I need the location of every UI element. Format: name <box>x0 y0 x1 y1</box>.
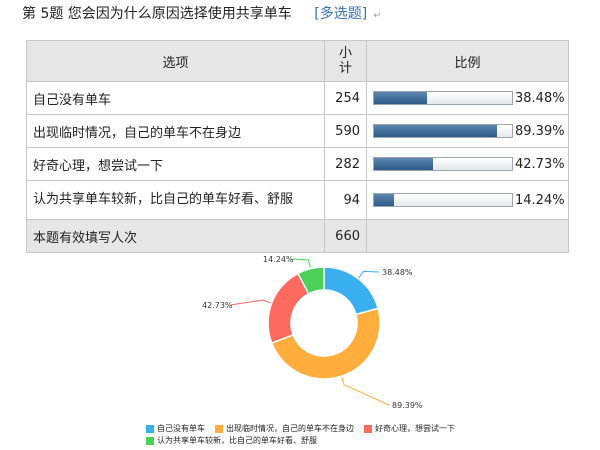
table-row: 出现临时情况，自己的单车不在身边 590 89.39% <box>26 114 569 148</box>
pie-leader-line <box>341 377 390 406</box>
question-text: 第 5题 您会因为什么原因选择使用共享单车 <box>22 6 292 22</box>
ratio-bar <box>373 91 513 105</box>
chart-legend: 自己没有单车 出现临时情况，自己的单车不在身边 好奇心理，想尝试一下认为共享单车较新… <box>146 424 506 448</box>
legend-label: 好奇心理，想尝试一下 <box>375 424 455 433</box>
option-count: 590 <box>324 114 367 148</box>
table-header-row: 选项 小计 比例 <box>26 40 569 82</box>
option-ratio: 38.48% <box>366 81 569 115</box>
table-row: 自己没有单车 254 38.48% <box>26 81 569 115</box>
pie-slice <box>296 266 325 295</box>
legend-item: 认为共享单车较新，比自己的单车好看、舒服 <box>146 436 317 446</box>
option-label: 自己没有单车 <box>26 81 325 115</box>
legend-swatch <box>364 425 372 433</box>
ratio-percent: 14.24% <box>515 192 565 208</box>
option-ratio: 42.73% <box>366 147 569 181</box>
legend-label: 出现临时情况，自己的单车不在身边 <box>226 424 354 433</box>
footer-empty <box>366 219 569 253</box>
donut-chart: 38.48% 89.39% 42.73% 14.24% <box>202 255 423 410</box>
pie-slice <box>270 307 381 380</box>
option-label: 好奇心理，想尝试一下 <box>26 147 325 181</box>
question-title: 第 5题 您会因为什么原因选择使用共享单车 [多选题] ↵ <box>22 3 381 23</box>
ratio-percent: 38.48% <box>515 90 565 106</box>
legend-swatch <box>215 425 223 433</box>
legend-label: 自己没有单车 <box>157 424 205 433</box>
ratio-percent: 89.39% <box>515 123 565 139</box>
pie-leader-line <box>358 270 380 279</box>
ratio-bar-fill <box>374 158 433 170</box>
ratio-bar-fill <box>374 194 394 206</box>
paragraph-mark: ↵ <box>373 11 382 21</box>
header-count: 小计 <box>324 40 367 82</box>
option-ratio: 89.39% <box>366 114 569 148</box>
ratio-bar <box>373 193 513 207</box>
ratio-bar-fill <box>374 92 428 104</box>
header-option: 选项 <box>26 40 325 82</box>
legend-item: 出现临时情况，自己的单车不在身边 <box>215 424 354 434</box>
legend-swatch <box>146 437 154 445</box>
legend-label: 认为共享单车较新，比自己的单车好看、舒服 <box>157 436 317 445</box>
legend-item: 好奇心理，想尝试一下 <box>364 424 455 434</box>
ratio-bar-fill <box>374 125 498 137</box>
legend-item: 自己没有单车 <box>146 424 205 434</box>
pie-leader-line <box>290 258 311 268</box>
header-count-text: 小计 <box>338 46 352 76</box>
question-type-badge: [多选题] <box>314 6 368 22</box>
table-row: 好奇心理，想尝试一下 282 42.73% <box>26 147 569 181</box>
pie-leader-line <box>229 299 271 306</box>
ratio-bar <box>373 157 513 171</box>
pie-slice-label: 42.73% <box>202 301 233 310</box>
option-count: 254 <box>324 81 367 115</box>
pie-slice-label: 89.39% <box>392 401 423 410</box>
ratio-percent: 42.73% <box>515 156 565 172</box>
table-footer-row: 本题有效填写人次 660 <box>26 219 569 253</box>
pie-slice <box>323 266 379 316</box>
header-ratio: 比例 <box>366 40 569 82</box>
pie-slice <box>267 272 310 344</box>
legend-swatch <box>146 425 154 433</box>
option-ratio: 14.24% <box>366 180 569 220</box>
footer-label: 本题有效填写人次 <box>26 219 325 253</box>
pie-slice-label: 38.48% <box>382 268 413 277</box>
option-count: 282 <box>324 147 367 181</box>
option-label: 认为共享单车较新，比自己的单车好看、舒服 <box>26 180 325 220</box>
ratio-bar <box>373 124 513 138</box>
option-count: 94 <box>324 180 367 220</box>
option-label: 出现临时情况，自己的单车不在身边 <box>26 114 325 148</box>
results-table: 选项 小计 比例 自己没有单车 254 38.48% 出现临时情况，自己的单车不… <box>26 40 569 253</box>
pie-slice-label: 14.24% <box>263 255 294 264</box>
table-row: 认为共享单车较新，比自己的单车好看、舒服 94 14.24% <box>26 180 569 220</box>
